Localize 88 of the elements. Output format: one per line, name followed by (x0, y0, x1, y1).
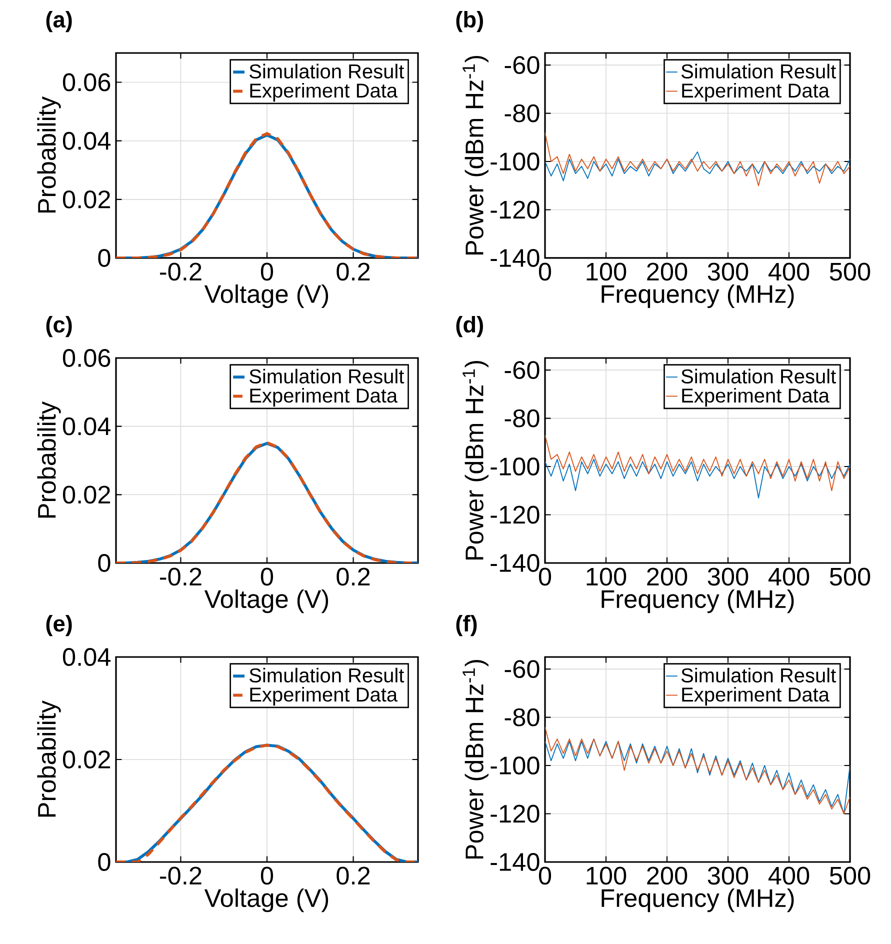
y-tick-label: -120 (490, 804, 540, 823)
x-tick-label: 0.2 (336, 262, 370, 281)
x-tick-label: 0 (260, 866, 274, 885)
line-series (545, 434, 850, 492)
x-axis-title: Frequency (MHz) (602, 589, 794, 614)
y-tick-label: 0.04 (62, 648, 111, 666)
x-axis-title: Voltage (V) (204, 284, 328, 308)
y-tick-label: 0.06 (62, 349, 110, 367)
y-axis-title: Power (dBm Hz$^{-1}$) (462, 56, 488, 255)
chart-title: (d) (456, 316, 483, 338)
x-tick-label: 300 (708, 262, 748, 281)
x-axis-title: Voltage (V) (204, 888, 328, 912)
y-axis-title: Probability (37, 700, 61, 817)
y-tick-label: -100 (490, 756, 540, 774)
x-tick-label: 0 (538, 568, 552, 586)
y-tick-label: -120 (490, 506, 540, 524)
x-tick-label: 200 (647, 568, 688, 586)
y-tick-label: -60 (504, 660, 540, 678)
y-axis-title: Probability (37, 96, 61, 213)
legend-label: Experiment Data (682, 388, 830, 407)
x-tick-label: 0.2 (336, 866, 370, 885)
x-tick-label: 200 (647, 866, 688, 885)
x-tick-label: 400 (768, 262, 810, 281)
y-tick-label: 0.02 (62, 190, 110, 208)
x-tick-label: -0.2 (160, 866, 202, 885)
x-tick-label: 100 (586, 568, 626, 586)
legend-label: Simulation Result (250, 368, 404, 384)
y-tick-label: 0 (98, 853, 110, 871)
y-tick-label: 0 (98, 554, 110, 572)
legend-label: Experiment Data (250, 82, 398, 102)
line-series (116, 744, 418, 862)
y-tick-label: 0 (98, 249, 110, 267)
y-tick-label: -80 (504, 409, 540, 428)
x-tick-label: -0.2 (160, 262, 202, 281)
y-tick-label: -140 (490, 853, 540, 871)
y-tick-label: -100 (490, 152, 540, 170)
x-tick-label: 400 (768, 568, 810, 586)
line-series (545, 151, 850, 182)
x-axis-title: Voltage (V) (204, 589, 328, 614)
chart-title: (a) (46, 10, 72, 32)
x-axis-title: Frequency (MHz) (602, 284, 794, 308)
y-tick-label: -140 (490, 554, 540, 572)
y-tick-label: -100 (490, 458, 540, 476)
x-tick-label: 0 (538, 866, 552, 885)
x-tick-label: 500 (830, 568, 870, 586)
y-tick-label: -80 (504, 104, 540, 122)
x-tick-label: 500 (830, 262, 870, 281)
x-tick-label: 300 (708, 568, 748, 586)
x-tick-label: 0 (260, 262, 274, 281)
line-series (545, 132, 850, 186)
x-tick-label: -0.2 (160, 568, 202, 586)
y-tick-label: -60 (504, 361, 540, 380)
y-tick-label: -80 (504, 708, 540, 726)
legend-label: Simulation Result (681, 64, 836, 78)
y-tick-label: 0.02 (62, 750, 110, 768)
chart-title: (b) (456, 10, 483, 32)
x-tick-label: 200 (647, 262, 688, 281)
x-tick-label: 400 (768, 866, 810, 885)
y-tick-label: 0.04 (62, 417, 111, 436)
legend-label: Experiment Data (682, 686, 830, 706)
y-tick-label: -120 (490, 200, 540, 219)
legend-label: Simulation Result (250, 64, 404, 78)
legend-label: Simulation Result (250, 668, 404, 682)
x-tick-label: 300 (708, 866, 748, 885)
legend-label: Experiment Data (682, 82, 830, 102)
y-axis-title: Power (dBm Hz$^{-1}$) (462, 360, 488, 560)
chart-title: (c) (46, 316, 72, 338)
y-tick-label: 0.04 (62, 132, 111, 150)
y-tick-label: -60 (504, 56, 540, 74)
x-tick-label: 100 (586, 866, 626, 885)
y-axis-title: Probability (37, 401, 61, 518)
line-series (545, 458, 850, 498)
x-tick-label: 0 (260, 568, 274, 586)
x-tick-label: 500 (830, 866, 870, 885)
chart-title: (e) (46, 614, 72, 636)
x-tick-label: 100 (586, 262, 626, 281)
chart-title: (f) (456, 614, 477, 636)
legend-label: Experiment Data (250, 686, 398, 706)
x-axis-title: Frequency (MHz) (602, 888, 794, 912)
legend-label: Experiment Data (250, 388, 398, 407)
y-tick-label: 0.02 (62, 486, 110, 504)
legend-label: Simulation Result (681, 668, 836, 682)
y-axis-title: Power (dBm Hz$^{-1}$) (462, 660, 488, 859)
x-tick-label: 0 (538, 262, 552, 281)
y-tick-label: 0.06 (62, 73, 110, 92)
x-tick-label: 0.2 (336, 568, 370, 586)
y-tick-label: -140 (490, 249, 540, 267)
legend-label: Simulation Result (681, 368, 836, 384)
